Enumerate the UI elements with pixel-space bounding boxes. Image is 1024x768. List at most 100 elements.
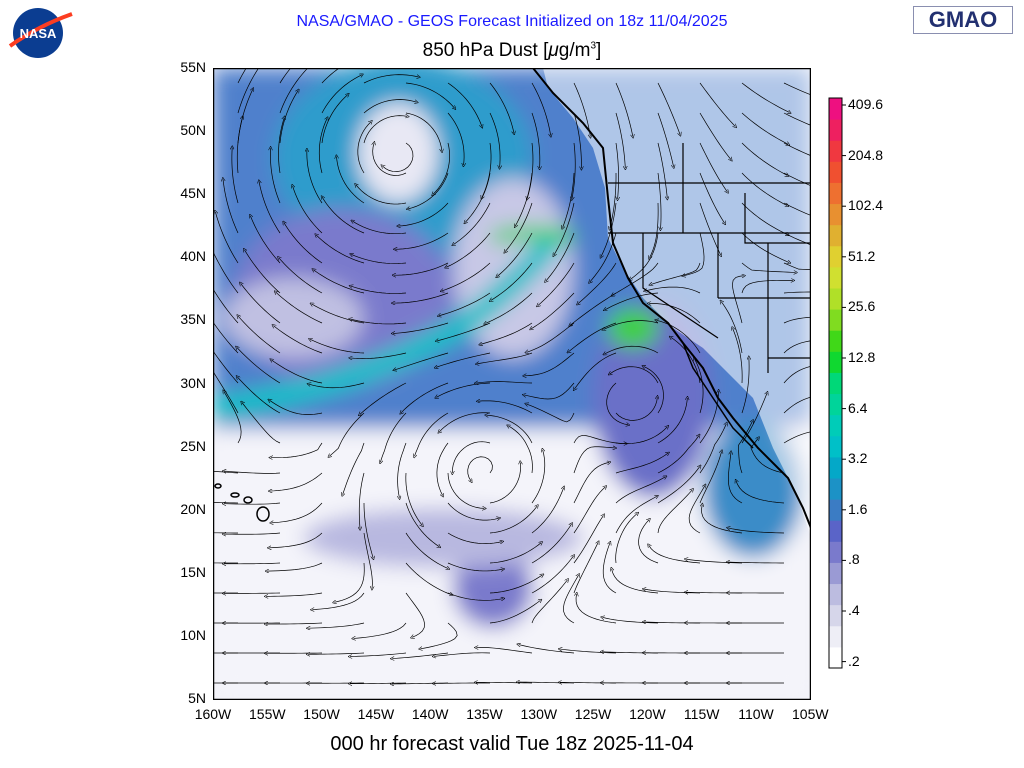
lon-label: 130W (520, 706, 558, 722)
streamline (465, 172, 491, 222)
title-sup: 3 (590, 40, 597, 52)
streamline (783, 365, 811, 384)
colorbar-swatch (829, 245, 842, 268)
streamline (382, 142, 414, 172)
land-north-america (543, 68, 811, 538)
streamline (224, 471, 281, 474)
title-mu: μ (548, 40, 559, 61)
streamline (602, 617, 659, 624)
streamline (741, 393, 767, 444)
streamline (354, 622, 407, 638)
streamline (699, 112, 731, 160)
streamline (394, 262, 449, 275)
streamline (531, 524, 572, 564)
streamline (321, 68, 340, 84)
streamline (570, 292, 617, 325)
streamline (741, 262, 796, 272)
streamline (616, 142, 619, 199)
streamline (439, 412, 491, 432)
lat-label: 55N (180, 59, 206, 75)
streamline (270, 472, 323, 491)
streamline (573, 487, 605, 534)
lon-label: 140W (411, 706, 449, 722)
colorbar-swatch (829, 583, 842, 606)
streamline (232, 148, 239, 204)
streamline (393, 322, 449, 333)
lat-label: 50N (180, 122, 206, 139)
coastline (532, 68, 811, 529)
streamline (436, 352, 491, 367)
streamline (531, 580, 567, 624)
streamline (531, 488, 564, 534)
streamline (312, 304, 365, 324)
colorbar-swatch (829, 372, 842, 395)
streamline (563, 172, 575, 228)
streamline (408, 172, 449, 209)
lon-label: 110W (738, 706, 774, 722)
streamline (224, 503, 281, 504)
streamline (699, 82, 735, 126)
colorbar-swatch (829, 224, 842, 247)
streamline (518, 682, 575, 683)
streamline (741, 142, 787, 175)
streamline (350, 683, 407, 684)
streamline (728, 528, 785, 534)
colorbar-swatch (829, 266, 842, 289)
streamline (351, 286, 407, 294)
streamline (489, 600, 540, 624)
streamline (467, 456, 493, 481)
streamline (213, 470, 239, 474)
streamline (350, 319, 407, 325)
streamline (657, 82, 680, 134)
streamline (276, 292, 323, 324)
streamline (405, 532, 448, 569)
streamline (284, 223, 323, 264)
streamline (245, 250, 281, 294)
streamline (352, 221, 407, 235)
streamline (699, 142, 727, 192)
streamline (615, 397, 657, 421)
streamline (615, 477, 665, 504)
streamline (738, 421, 752, 474)
streamline (334, 562, 365, 602)
streamline (321, 95, 348, 144)
streamline (351, 254, 407, 264)
streamline (269, 400, 323, 415)
streamline (478, 401, 533, 414)
streamline (783, 431, 811, 444)
lat-label: 45N (180, 185, 206, 202)
lon-label: 150W (303, 706, 340, 722)
streamline (783, 316, 811, 324)
streamline (783, 172, 811, 187)
colorbar-swatch (829, 351, 842, 373)
streamline (728, 562, 785, 563)
lon-label: 115W (683, 706, 720, 722)
colorbar-label: .8 (848, 551, 860, 568)
streamline (433, 142, 450, 194)
streamline (615, 427, 667, 444)
streamline (405, 112, 442, 151)
streamline (266, 623, 323, 624)
streamline (489, 543, 541, 564)
streamline (613, 262, 659, 295)
streamline (610, 172, 617, 228)
streamline (213, 288, 239, 324)
lat-label: 20N (180, 500, 206, 517)
streamline (350, 352, 407, 359)
streamline (741, 172, 787, 206)
colorbar-label: 12.8 (848, 349, 876, 365)
streamline (657, 466, 700, 504)
lon-label: 135W (466, 706, 503, 722)
streamline (671, 337, 701, 384)
streamline (656, 320, 701, 354)
streamline (446, 232, 491, 267)
streamline (395, 232, 449, 249)
streamline (750, 438, 785, 474)
lat-label: 25N (180, 437, 206, 454)
streamline (363, 532, 372, 588)
streamline (699, 172, 725, 223)
colorbar-swatch (829, 478, 842, 500)
streamline (224, 563, 281, 564)
colorbar-swatch (829, 140, 842, 162)
lat-label: 5N (188, 690, 206, 706)
